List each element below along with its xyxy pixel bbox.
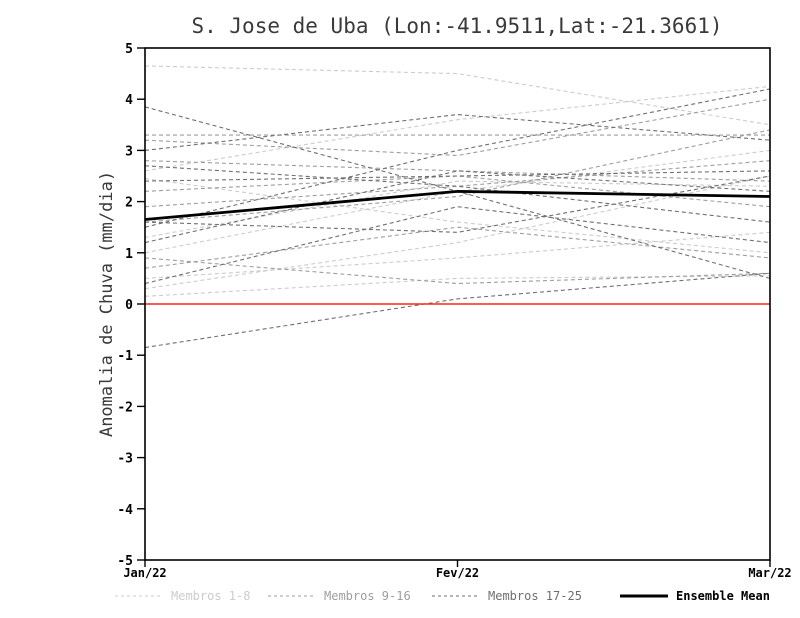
y-tick-label: -2 — [117, 400, 133, 415]
axes-layer: -5 -4 -3 -2 -1 0 1 2 3 4 5 Jan/22 Fev/22 Mar/22 — [117, 42, 791, 580]
ensemble-mean-line — [144, 189, 771, 221]
y-tick-label: -4 — [117, 503, 133, 518]
legend-label: Membros 17-25 — [488, 589, 582, 603]
y-tick-label: 1 — [125, 247, 133, 262]
legend-label: Membros 1-8 — [171, 589, 250, 603]
member-line — [144, 88, 771, 228]
member-line — [144, 170, 771, 244]
y-tick-label: 0 — [125, 298, 133, 313]
member-line — [144, 206, 771, 285]
member-line — [144, 175, 771, 233]
member-line — [144, 160, 771, 208]
member-line — [144, 160, 771, 182]
legend-layer: Membros 1-8 Membros 9-16 Membros 17-25 Ense… — [115, 589, 770, 603]
member-line — [144, 170, 771, 182]
legend-item: Membros 17-25 — [432, 589, 582, 603]
y-tick-label: -1 — [117, 349, 133, 364]
legend-item: Membros 1-8 — [115, 589, 250, 603]
legend-label: Membros 9-16 — [324, 589, 411, 603]
x-tick-label: Jan/22 — [123, 566, 166, 580]
y-tick-label: 3 — [125, 144, 133, 159]
member-line — [144, 272, 771, 349]
member-line — [144, 178, 771, 254]
member-line — [144, 98, 771, 157]
y-tick-label: -3 — [117, 452, 133, 467]
chart-title: S. Jose de Uba (Lon:-41.9511,Lat:-21.366… — [191, 14, 722, 38]
member-line — [144, 175, 771, 290]
member-line — [144, 275, 771, 297]
member-line — [144, 226, 771, 269]
x-tick-label: Fev/22 — [436, 566, 479, 580]
y-tick-label: 2 — [125, 196, 133, 211]
legend-label: Ensemble Mean — [676, 589, 770, 603]
member-line — [144, 257, 771, 285]
member-line — [144, 129, 771, 223]
ensemble-mean-layer — [144, 189, 771, 221]
y-tick-label: 5 — [125, 42, 133, 57]
legend-item: Membros 9-16 — [268, 589, 411, 603]
legend-item: Ensemble Mean — [620, 589, 770, 603]
x-tick-label: Mar/22 — [748, 566, 791, 580]
member-line — [144, 85, 771, 172]
y-tick-label: -5 — [117, 554, 133, 569]
y-axis-label: Anomalia de Chuva (mm/dia) — [97, 171, 117, 437]
member-line — [144, 180, 771, 238]
member-lines-layer — [144, 65, 771, 349]
y-tick-label: 4 — [125, 93, 133, 108]
member-line — [144, 149, 771, 254]
